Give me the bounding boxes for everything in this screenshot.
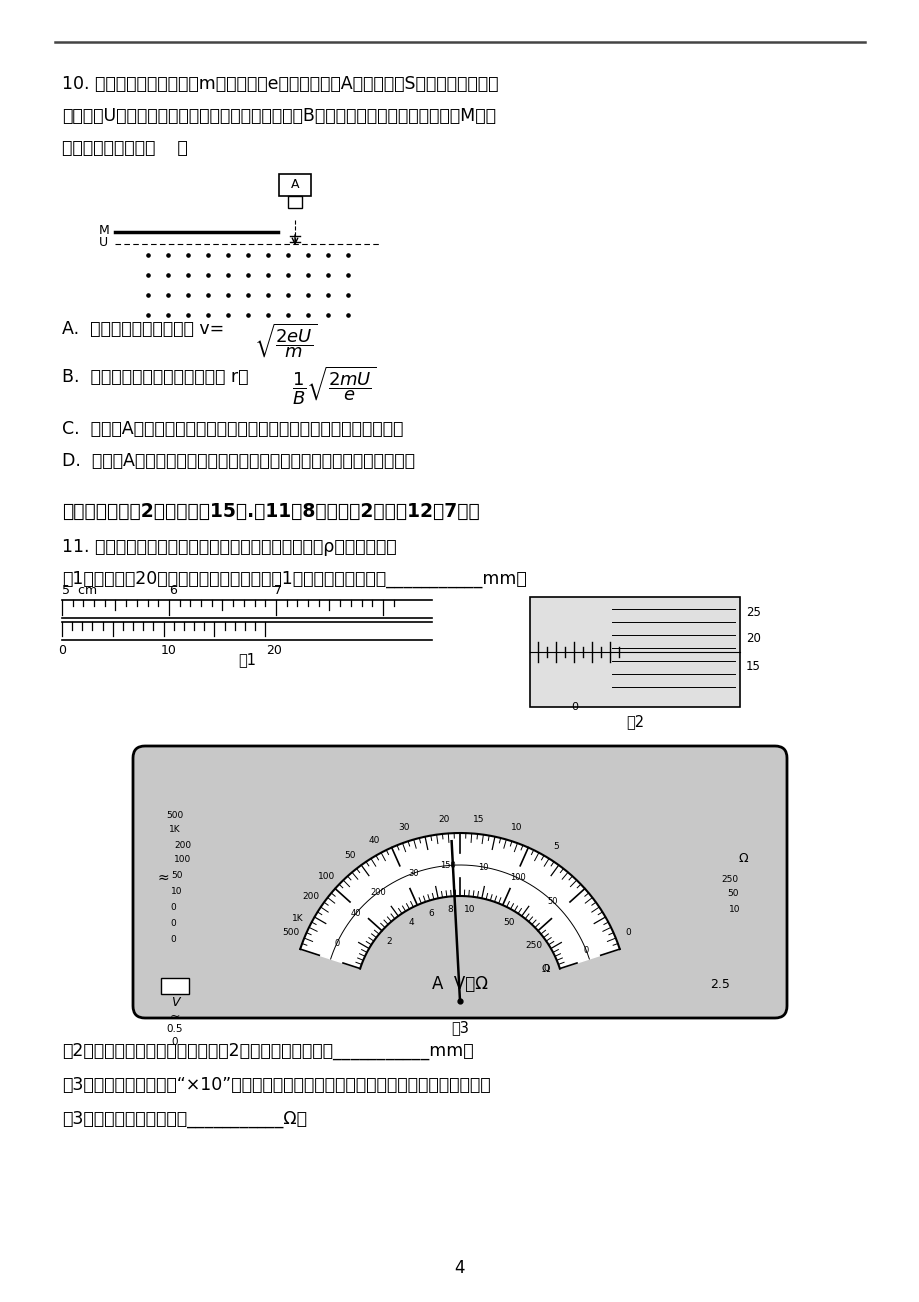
Text: Ω: Ω bbox=[541, 963, 550, 974]
Text: 10: 10 bbox=[161, 644, 176, 658]
Text: $\sqrt{\dfrac{2eU}{m}}$: $\sqrt{\dfrac{2eU}{m}}$ bbox=[254, 322, 317, 361]
Text: 15: 15 bbox=[472, 815, 484, 824]
Text: 2.5: 2.5 bbox=[709, 978, 729, 991]
Text: 0: 0 bbox=[625, 928, 631, 937]
Text: 0: 0 bbox=[170, 936, 176, 944]
Text: U: U bbox=[98, 236, 108, 249]
Text: 200: 200 bbox=[175, 841, 191, 850]
Text: 30: 30 bbox=[408, 868, 418, 878]
Text: 2: 2 bbox=[386, 937, 391, 947]
Bar bbox=[529, 598, 739, 707]
Text: 200: 200 bbox=[369, 888, 386, 897]
Text: $\dfrac{1}{B}\sqrt{\dfrac{2mU}{e}}$: $\dfrac{1}{B}\sqrt{\dfrac{2mU}{e}}$ bbox=[291, 365, 376, 408]
Text: 0: 0 bbox=[170, 918, 176, 927]
Text: 40: 40 bbox=[350, 909, 360, 918]
Text: 200: 200 bbox=[302, 892, 319, 901]
Text: 500: 500 bbox=[166, 811, 184, 820]
Text: （3）用多用电表的电阻“×10”挡，按正确的操作步骤测此圆柱体的电阻，表盘的示数如: （3）用多用电表的电阻“×10”挡，按正确的操作步骤测此圆柱体的电阻，表盘的示数… bbox=[62, 1075, 490, 1094]
Text: C.  若容器A中的粒子有初速度，则粒子仍将打在照相底片上的同一位置: C. 若容器A中的粒子有初速度，则粒子仍将打在照相底片上的同一位置 bbox=[62, 421, 403, 437]
Text: 8: 8 bbox=[447, 905, 453, 914]
Text: 0: 0 bbox=[571, 702, 578, 712]
Text: A: A bbox=[290, 178, 299, 191]
Text: 二、实验题（共2小题，满分15分.儗11题8分，每癷2分，儗12题7分）: 二、实验题（共2小题，满分15分.儗11题8分，每癷2分，儗12题7分） bbox=[62, 503, 479, 521]
Text: 6: 6 bbox=[428, 909, 434, 918]
Bar bbox=[278, 174, 311, 197]
Text: 20: 20 bbox=[438, 815, 449, 824]
Text: 20: 20 bbox=[745, 633, 760, 646]
Text: 250: 250 bbox=[525, 941, 541, 950]
Text: 0: 0 bbox=[58, 644, 66, 658]
Text: 图1: 图1 bbox=[238, 652, 255, 667]
Bar bbox=[161, 978, 188, 993]
Text: 10: 10 bbox=[729, 905, 740, 914]
Text: 50: 50 bbox=[171, 871, 183, 880]
Text: 6: 6 bbox=[169, 585, 176, 598]
Text: ~: ~ bbox=[170, 1009, 180, 1022]
Text: 4: 4 bbox=[454, 1259, 465, 1277]
Polygon shape bbox=[300, 833, 619, 969]
Text: （2）用螺旋测微器测量其直径如图2，由图可知其直径为___________mm；: （2）用螺旋测微器测量其直径如图2，由图可知其直径为___________mm； bbox=[62, 1042, 473, 1060]
Text: 100: 100 bbox=[509, 874, 525, 883]
Text: 0: 0 bbox=[172, 1036, 178, 1047]
Text: 10: 10 bbox=[463, 905, 475, 914]
Bar bbox=[62, 600, 432, 618]
Text: 电势差为U的加速电场，然后垂直进入磁感应强度为B的匀强磁场，最后打在照相底片M上，: 电势差为U的加速电场，然后垂直进入磁感应强度为B的匀强磁场，最后打在照相底片M上… bbox=[62, 107, 495, 125]
Text: 15: 15 bbox=[745, 660, 760, 673]
Text: A  V－Ω: A V－Ω bbox=[432, 975, 487, 993]
Text: 图3，则该电阻的阻值约为___________Ω．: 图3，则该电阻的阻值约为___________Ω． bbox=[62, 1111, 307, 1128]
Text: 7: 7 bbox=[274, 585, 282, 598]
Text: 11. 某同学要测量一均匀新材料制成的圆柱体的电阻率ρ．步骤如下：: 11. 某同学要测量一均匀新材料制成的圆柱体的电阻率ρ．步骤如下： bbox=[62, 538, 396, 556]
Text: ≈: ≈ bbox=[157, 871, 168, 885]
Text: 1K: 1K bbox=[169, 825, 181, 835]
Text: 100: 100 bbox=[175, 855, 191, 865]
Text: 500: 500 bbox=[282, 928, 300, 937]
Text: 5  cm: 5 cm bbox=[62, 585, 97, 598]
Text: 150: 150 bbox=[440, 861, 456, 870]
Text: 250: 250 bbox=[720, 875, 738, 884]
Text: B.  粒子在磁场中运动的轨道半径 r＝: B. 粒子在磁场中运动的轨道半径 r＝ bbox=[62, 368, 248, 385]
Bar bbox=[288, 197, 301, 208]
Text: 5: 5 bbox=[553, 842, 559, 852]
Text: （1）用游标为20分度的卡尺测量其长度如图1，由图可知其长度为___________mm；: （1）用游标为20分度的卡尺测量其长度如图1，由图可知其长度为_________… bbox=[62, 570, 527, 589]
Text: 10. 如图所示，一个质量为m、电荷量为e的粒子从容器A下方的小孔S，无初速度地飘入: 10. 如图所示，一个质量为m、电荷量为e的粒子从容器A下方的小孔S，无初速度地… bbox=[62, 76, 498, 92]
Text: 10: 10 bbox=[478, 862, 488, 871]
Text: 图3: 图3 bbox=[450, 1019, 469, 1035]
Text: 0: 0 bbox=[583, 945, 588, 954]
Text: M: M bbox=[99, 224, 110, 237]
Text: 10: 10 bbox=[510, 823, 521, 832]
Text: 50: 50 bbox=[726, 889, 738, 898]
Text: 10: 10 bbox=[171, 887, 183, 896]
Text: 0: 0 bbox=[170, 904, 176, 913]
Text: 50: 50 bbox=[503, 918, 514, 927]
Text: 0.5: 0.5 bbox=[166, 1023, 183, 1034]
Text: A.  粒子进入磁场时的速率 v=: A. 粒子进入磁场时的速率 v= bbox=[62, 320, 224, 339]
Text: 1K: 1K bbox=[291, 914, 303, 923]
FancyBboxPatch shape bbox=[133, 746, 786, 1018]
Text: 图2: 图2 bbox=[625, 713, 643, 729]
Text: 4: 4 bbox=[408, 918, 414, 927]
Text: 20: 20 bbox=[266, 644, 281, 658]
Text: 50: 50 bbox=[547, 897, 558, 906]
Text: 50: 50 bbox=[345, 852, 356, 861]
Text: 40: 40 bbox=[369, 836, 380, 845]
Text: 25: 25 bbox=[745, 605, 760, 618]
Text: 0: 0 bbox=[542, 963, 548, 973]
Text: 100: 100 bbox=[318, 872, 335, 881]
Text: Ω: Ω bbox=[737, 852, 747, 865]
Text: V: V bbox=[171, 996, 179, 1009]
Text: 30: 30 bbox=[398, 823, 409, 832]
Text: 下列说法正确的是（    ）: 下列说法正确的是（ ） bbox=[62, 139, 187, 158]
Text: D.  若容器A中的粒子有初速度，则粒子将打在照相底片上的同一位置偏左: D. 若容器A中的粒子有初速度，则粒子将打在照相底片上的同一位置偏左 bbox=[62, 452, 414, 470]
Text: 0: 0 bbox=[334, 939, 339, 948]
